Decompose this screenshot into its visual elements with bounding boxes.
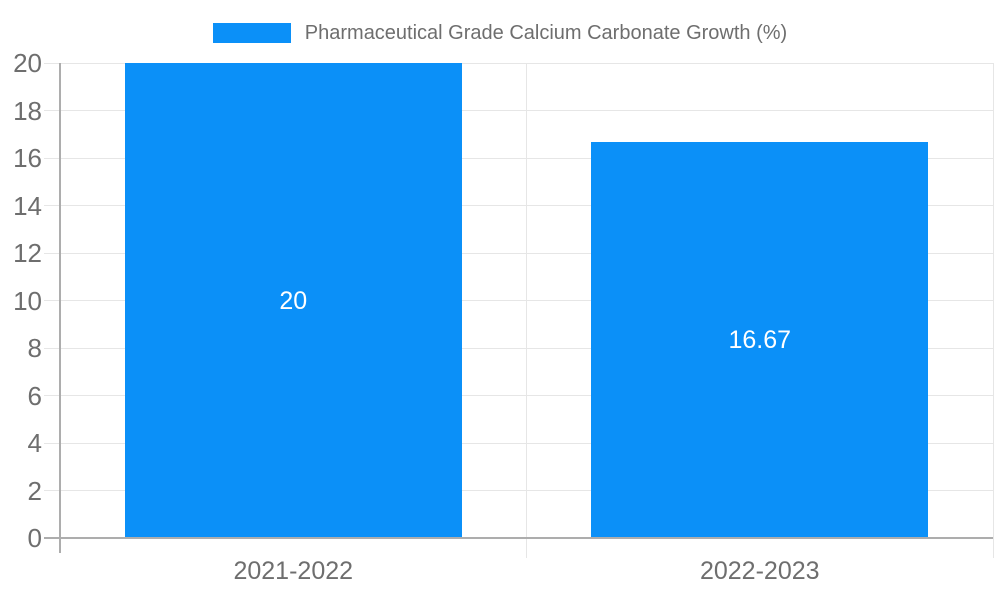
legend-label: Pharmaceutical Grade Calcium Carbonate G… (304, 21, 788, 44)
gridline (44, 157, 993, 159)
x-tick-label: 2021-2022 (233, 557, 354, 585)
y-tick-label: 8 (27, 333, 42, 363)
y-axis-line (59, 63, 61, 553)
gridline (44, 300, 993, 301)
gridline (44, 205, 993, 206)
bar-value-label: 16.67 (728, 326, 792, 355)
y-tick-label: 2 (27, 475, 42, 506)
bar[interactable] (591, 142, 929, 538)
bar[interactable] (124, 63, 462, 538)
gridline (44, 110, 993, 111)
y-tick-label: 6 (27, 380, 42, 411)
y-tick-label: 4 (27, 428, 42, 458)
gridline (44, 395, 993, 396)
legend-swatch (212, 23, 291, 43)
y-tick-label: 10 (13, 285, 42, 316)
y-tick-label: 0 (27, 523, 42, 553)
y-tick-label: 20 (13, 48, 42, 78)
gridline (44, 62, 993, 64)
x-tick-label: 2022-2023 (699, 557, 820, 585)
gridline (44, 252, 993, 254)
gridline (44, 442, 993, 444)
y-tick-label: 18 (13, 95, 42, 126)
legend[interactable]: Pharmaceutical Grade Calcium Carbonate G… (0, 21, 1000, 45)
bar-value-label: 20 (279, 286, 308, 315)
y-tick-label: 14 (13, 190, 42, 221)
category-separator (992, 63, 994, 558)
y-tick-label: 16 (13, 143, 42, 173)
category-separator (526, 63, 527, 558)
x-axis-line (44, 537, 993, 539)
y-tick-label: 12 (13, 238, 42, 268)
gridline (44, 490, 993, 491)
gridline (44, 347, 993, 349)
